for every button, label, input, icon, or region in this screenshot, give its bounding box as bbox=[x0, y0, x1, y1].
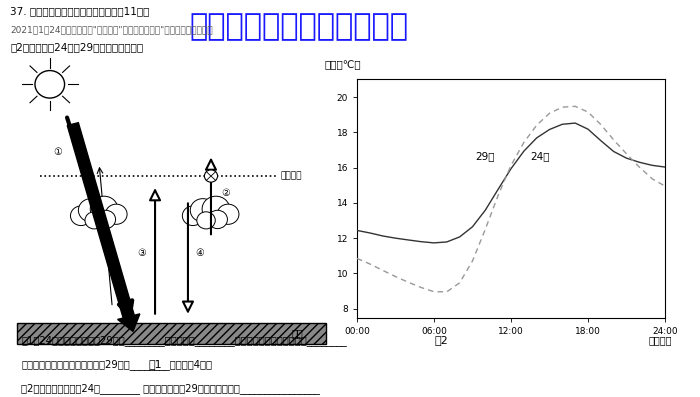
Circle shape bbox=[183, 206, 204, 225]
Text: （2）地面水汽蒸发量24日________ （大于、小于）29日，其原因可能________________: （2）地面水汽蒸发量24日________ （大于、小于）29日，其原因可能__… bbox=[21, 383, 320, 394]
FancyArrow shape bbox=[67, 123, 140, 331]
Bar bbox=[17, 323, 326, 344]
Text: 图2: 图2 bbox=[434, 335, 448, 345]
Text: ①: ① bbox=[54, 146, 62, 157]
Text: 大气上界: 大气上界 bbox=[280, 172, 302, 181]
Circle shape bbox=[90, 196, 118, 222]
Text: 图1: 图1 bbox=[148, 359, 162, 370]
Circle shape bbox=[35, 71, 64, 98]
Text: 2021年1月24日，涪陵发现"雾凇凌云"现象，酷似仙境"趋找答案提示意图，: 2021年1月24日，涪陵发现"雾凇凌云"现象，酷似仙境"趋找答案提示意图， bbox=[10, 26, 213, 35]
Text: ③: ③ bbox=[137, 247, 146, 258]
Circle shape bbox=[197, 212, 216, 229]
Circle shape bbox=[106, 204, 127, 224]
Circle shape bbox=[78, 198, 104, 222]
Circle shape bbox=[71, 206, 92, 225]
Circle shape bbox=[202, 196, 230, 222]
Text: 37. 阅读图文材料，完成下列要求。（11分）: 37. 阅读图文材料，完成下列要求。（11分） bbox=[10, 6, 150, 16]
Text: 微信公众号关注：趋找答案: 微信公众号关注：趋找答案 bbox=[189, 12, 408, 41]
Text: 气温（℃）: 气温（℃） bbox=[325, 61, 361, 71]
Text: ④: ④ bbox=[195, 247, 204, 258]
Circle shape bbox=[204, 170, 218, 182]
Text: 地面: 地面 bbox=[291, 328, 303, 339]
Text: ②: ② bbox=[221, 188, 230, 198]
Circle shape bbox=[96, 210, 116, 229]
Circle shape bbox=[217, 204, 239, 224]
Circle shape bbox=[85, 212, 104, 229]
Circle shape bbox=[208, 210, 228, 229]
Text: 图2为重庆涪陵24日和29日气温日变化图。: 图2为重庆涪陵24日和29日气温日变化图。 bbox=[10, 42, 144, 52]
Text: 北京时间: 北京时间 bbox=[648, 335, 672, 345]
Text: 29日: 29日 bbox=[475, 151, 495, 161]
Text: （1）24日的气温日较差较29日更________，当日白天________作用增强，温度较低；夜晚________: （1）24日的气温日较差较29日更________，当日白天________作用… bbox=[21, 335, 346, 346]
Text: 24日: 24日 bbox=[531, 151, 550, 161]
Circle shape bbox=[190, 198, 216, 222]
Text: 作用增强，温度较高。据此推测29日为________天气。（4分）: 作用增强，温度较高。据此推测29日为________天气。（4分） bbox=[21, 359, 212, 370]
